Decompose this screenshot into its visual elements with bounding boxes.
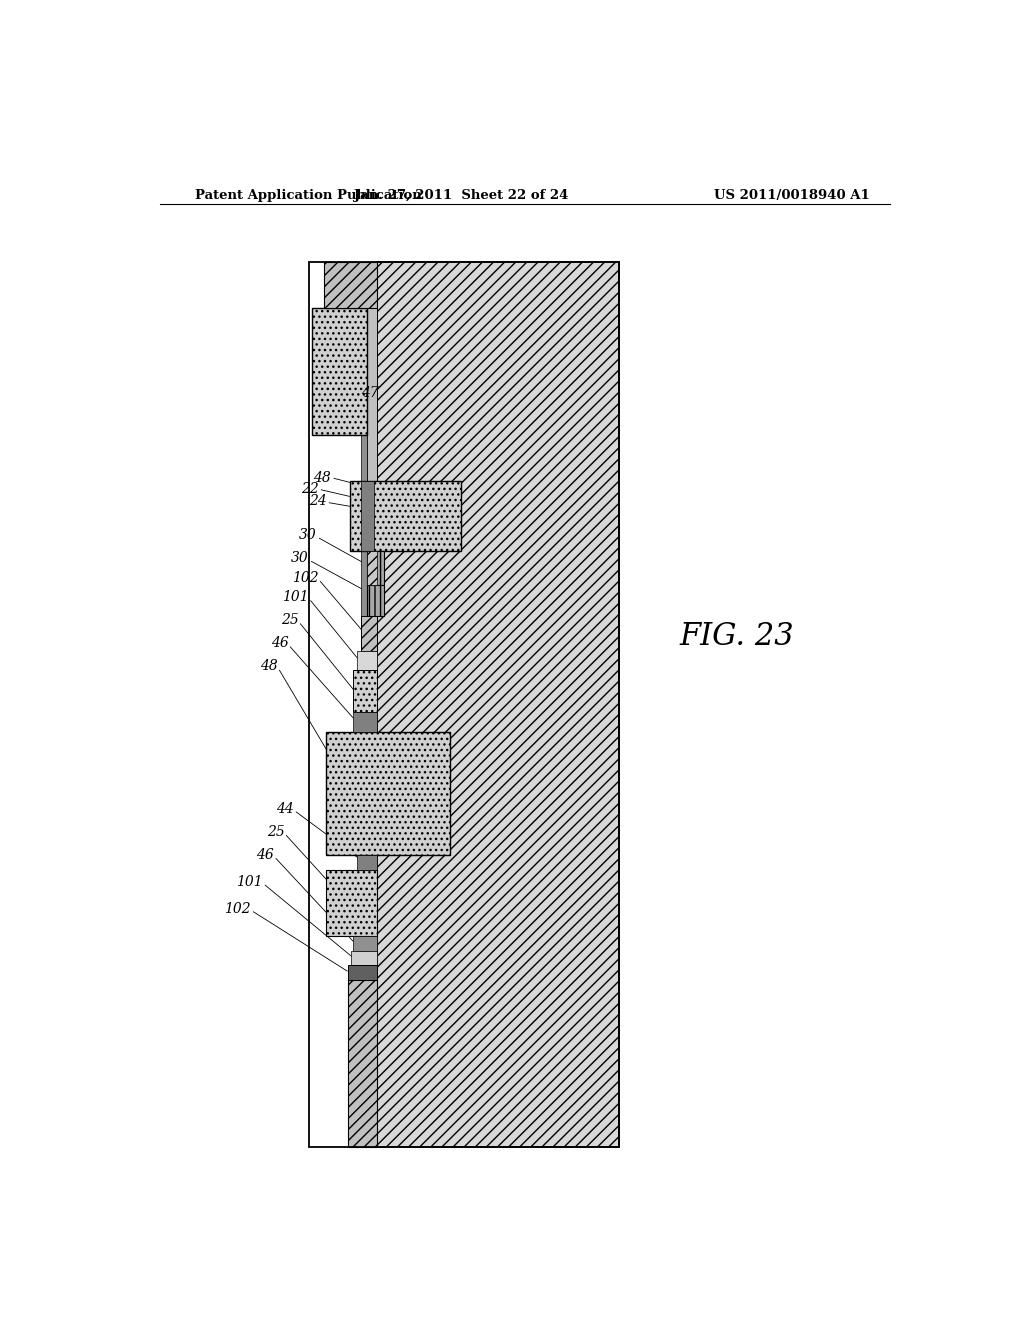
Text: 47: 47 [361, 385, 379, 400]
Text: 46: 46 [256, 847, 274, 862]
Bar [326, 870, 377, 936]
Bar [312, 309, 367, 436]
Text: 44: 44 [276, 801, 294, 816]
Text: 48: 48 [313, 471, 331, 484]
Text: US 2011/0018940 A1: US 2011/0018940 A1 [715, 189, 870, 202]
Bar [367, 585, 384, 616]
Bar [360, 482, 375, 550]
Text: 24: 24 [308, 494, 327, 508]
Bar [349, 482, 461, 550]
Text: 30: 30 [299, 528, 316, 543]
Bar [308, 263, 620, 1147]
Text: 46: 46 [270, 636, 289, 651]
Bar [377, 263, 620, 1147]
Bar [352, 671, 377, 713]
Text: 102: 102 [224, 902, 251, 916]
Bar [360, 616, 377, 651]
Bar [348, 965, 377, 981]
Text: 102: 102 [292, 570, 318, 585]
Bar [351, 950, 377, 965]
Bar [367, 263, 377, 1147]
Text: 30: 30 [291, 552, 309, 565]
Text: 22: 22 [301, 482, 318, 496]
Bar [324, 263, 377, 309]
Bar [356, 651, 377, 671]
Text: FIG. 23: FIG. 23 [680, 620, 795, 652]
Bar [348, 981, 377, 1147]
Text: 48: 48 [260, 659, 278, 673]
Text: Patent Application Publication: Patent Application Publication [196, 189, 422, 202]
Text: 25: 25 [281, 612, 299, 627]
Bar [367, 550, 377, 585]
Bar [360, 263, 367, 1147]
Text: 101: 101 [237, 875, 263, 888]
Bar [356, 855, 377, 870]
Text: 25: 25 [266, 825, 285, 838]
Bar [326, 731, 450, 855]
Bar [352, 713, 377, 731]
Text: 101: 101 [283, 590, 309, 605]
Text: Jan. 27, 2011  Sheet 22 of 24: Jan. 27, 2011 Sheet 22 of 24 [354, 189, 568, 202]
Bar [367, 263, 377, 309]
Bar [352, 936, 377, 950]
Bar [367, 550, 384, 585]
